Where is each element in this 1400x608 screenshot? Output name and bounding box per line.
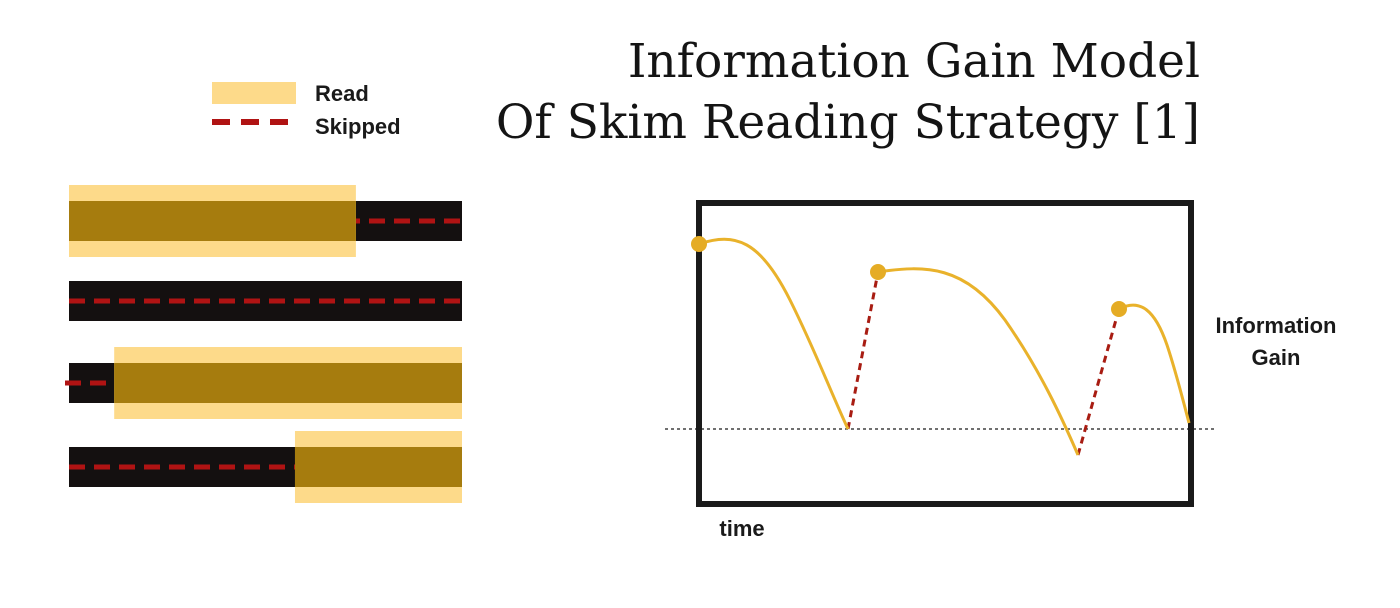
reading-rows xyxy=(65,185,462,503)
legend-read-swatch xyxy=(212,82,296,104)
gain-curve-2 xyxy=(877,267,1080,456)
reading-row-3 xyxy=(65,347,462,419)
x-axis-label: time xyxy=(719,516,764,541)
read-segment xyxy=(294,447,462,487)
read-segment xyxy=(69,201,356,241)
skip-jump-2 xyxy=(1076,308,1121,456)
title: Information Gain Model Of Skim Reading S… xyxy=(496,34,1200,150)
gain-marker-2 xyxy=(870,264,886,280)
gain-marker-3 xyxy=(1111,301,1127,317)
information-gain-graph: Information Gain time xyxy=(665,200,1337,541)
read-segment xyxy=(114,363,462,403)
title-line-2: Of Skim Reading Strategy [1] xyxy=(496,95,1200,150)
legend-skipped-label: Skipped xyxy=(315,114,401,139)
y-axis-label-line-1: Information xyxy=(1216,313,1337,338)
reading-row-2 xyxy=(69,281,462,321)
skip-jump-1 xyxy=(846,271,880,430)
legend-read-label: Read xyxy=(315,81,369,106)
legend: Read Skipped xyxy=(212,81,401,139)
title-line-1: Information Gain Model xyxy=(628,34,1200,89)
y-axis-label-line-2: Gain xyxy=(1252,345,1301,370)
gain-curve-1 xyxy=(698,237,850,430)
reading-row-4 xyxy=(69,431,462,503)
gain-curve-3 xyxy=(1118,303,1191,424)
gain-marker-1 xyxy=(691,236,707,252)
reading-row-1 xyxy=(69,185,462,257)
graph-frame xyxy=(696,200,1194,507)
